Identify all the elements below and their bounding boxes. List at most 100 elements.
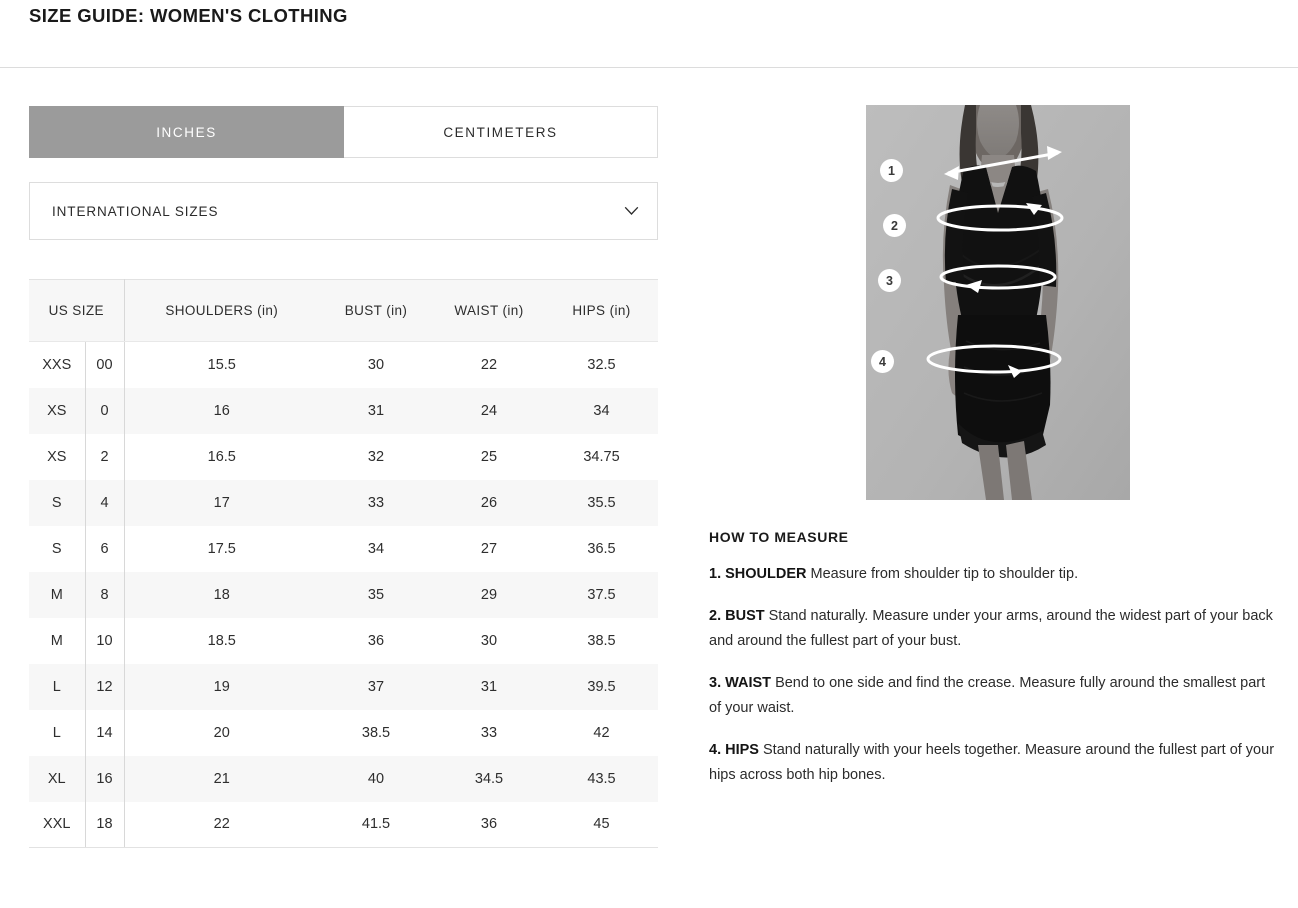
unit-tab-group: INCHES CENTIMETERS — [29, 106, 658, 158]
cell-bust: 41.5 — [319, 801, 433, 848]
cell-size-number: 18 — [85, 801, 125, 848]
table-row: M 8 18 35 29 37.5 — [29, 571, 658, 618]
cell-bust: 34 — [367, 540, 385, 557]
table-row: M 10 18.5 36 30 38.5 — [29, 617, 658, 664]
cell-hips: 34 — [593, 402, 610, 419]
tab-centimeters-label: CENTIMETERS — [443, 124, 558, 140]
cell-size-letter: XXL — [29, 801, 86, 848]
cell-size-number: 8 — [85, 571, 125, 618]
cell-size-letter: XXS — [29, 341, 86, 388]
cell-size-number: 6 — [85, 525, 125, 572]
cell-waist: 31 — [480, 678, 498, 695]
cell-shoulders: 18 — [213, 586, 230, 603]
cell-bust: 30 — [367, 356, 385, 373]
cell-size-number: 16 — [85, 755, 125, 802]
cell-size-letter: S — [29, 479, 86, 526]
size-system-selected-value: INTERNATIONAL SIZES — [52, 203, 219, 219]
measure-instruction: 1. SHOULDER Measure from shoulder tip to… — [709, 562, 1279, 587]
cell-hips: 36.5 — [587, 540, 616, 557]
cell-bust: 31 — [367, 402, 385, 419]
col-header-bust: BUST (in) — [319, 279, 433, 342]
chevron-down-icon — [623, 203, 639, 219]
cell-waist: 25 — [480, 448, 498, 465]
measure-instruction: 2. BUST Stand naturally. Measure under y… — [709, 604, 1279, 654]
cell-size-letter: L — [29, 663, 86, 710]
measure-marker-4: 4 — [871, 350, 894, 373]
cell-hips: 43.5 — [587, 770, 616, 787]
table-row: XS 0 16 31 24 34 — [29, 387, 658, 434]
measure-marker-1: 1 — [880, 159, 903, 182]
size-table-panel: INCHES CENTIMETERS INTERNATIONAL SIZES U… — [29, 106, 658, 848]
measure-marker-2: 2 — [883, 214, 906, 237]
cell-bust: 33 — [367, 494, 385, 511]
table-row: XS 2 16.5 32 25 34.75 — [29, 433, 658, 480]
cell-size-letter: L — [29, 709, 86, 756]
measure-marker-3: 3 — [878, 269, 901, 292]
cell-hips: 35.5 — [587, 494, 616, 511]
measure-step-label: 2. BUST — [709, 608, 765, 624]
cell-waist: 22 — [480, 356, 498, 373]
cell-size-letter: XS — [29, 387, 86, 434]
cell-shoulders: 22 — [124, 801, 319, 848]
page-title: SIZE GUIDE: WOMEN'S CLOTHING — [29, 5, 348, 26]
cell-size-number: 10 — [85, 617, 125, 664]
cell-size-letter: M — [29, 617, 86, 664]
table-row: S 4 17 33 26 35.5 — [29, 479, 658, 526]
cell-hips: 34.75 — [583, 448, 620, 465]
cell-bust: 35 — [367, 586, 385, 603]
cell-waist: 26 — [480, 494, 498, 511]
cell-size-number: 12 — [85, 663, 125, 710]
table-row: XXL 18 22 41.5 36 45 — [29, 801, 658, 848]
cell-shoulders: 16.5 — [207, 448, 236, 465]
measure-instruction: 4. HIPS Stand naturally with your heels … — [709, 738, 1279, 788]
tab-inches[interactable]: INCHES — [29, 106, 344, 158]
cell-size-number: 4 — [85, 479, 125, 526]
size-chart-table: US SIZE SHOULDERS (in) BUST (in) WAIST (… — [29, 279, 658, 848]
table-row: L 14 20 38.5 33 42 — [29, 709, 658, 756]
col-header-waist: WAIST (in) — [433, 279, 545, 342]
tab-centimeters[interactable]: CENTIMETERS — [344, 106, 658, 158]
cell-size-number: 00 — [85, 341, 125, 388]
cell-size-letter: S — [29, 525, 86, 572]
cell-hips: 38.5 — [587, 632, 616, 649]
title-divider — [0, 67, 1298, 68]
cell-hips: 37.5 — [587, 586, 616, 603]
how-to-measure-list: 1. SHOULDER Measure from shoulder tip to… — [709, 562, 1279, 788]
tab-inches-label: INCHES — [156, 124, 217, 140]
cell-waist: 29 — [480, 586, 498, 603]
cell-bust: 38.5 — [361, 724, 391, 741]
cell-bust: 36 — [367, 632, 385, 649]
measure-step-label: 4. HIPS — [709, 742, 759, 758]
cell-size-number: 2 — [85, 433, 125, 480]
cell-size-letter: M — [29, 571, 86, 618]
measure-instruction: 3. WAIST Bend to one side and find the c… — [709, 671, 1279, 721]
table-header-row: US SIZE SHOULDERS (in) BUST (in) WAIST (… — [29, 279, 658, 342]
cell-size-number: 0 — [85, 387, 125, 434]
col-header-hips: HIPS (in) — [545, 279, 658, 342]
cell-shoulders: 17 — [213, 494, 230, 511]
model-illustration — [866, 105, 1130, 500]
cell-hips: 39.5 — [587, 678, 616, 695]
measure-step-text: Stand naturally with your heels together… — [709, 742, 1275, 783]
measure-step-text: Measure from shoulder tip to shoulder ti… — [806, 566, 1079, 582]
size-system-dropdown[interactable]: INTERNATIONAL SIZES — [29, 182, 658, 240]
measure-step-text: Stand naturally. Measure under your arms… — [709, 608, 1273, 649]
cell-shoulders: 20 — [213, 724, 230, 741]
cell-waist: 24 — [480, 402, 498, 419]
cell-shoulders: 16 — [213, 402, 230, 419]
cell-bust: 40 — [367, 770, 385, 787]
cell-size-number: 14 — [85, 709, 125, 756]
cell-shoulders: 19 — [213, 678, 230, 695]
cell-bust: 37 — [367, 678, 385, 695]
table-body: XXS 00 15.5 30 22 32.5 XS 0 16 31 24 34 XS 2 16.5 32 25 3… — [29, 341, 658, 848]
cell-shoulders: 21 — [213, 770, 230, 787]
cell-shoulders: 17.5 — [207, 540, 236, 557]
cell-waist: 33 — [480, 724, 498, 741]
table-row: XXS 00 15.5 30 22 32.5 — [29, 341, 658, 388]
cell-hips: 32.5 — [587, 356, 616, 373]
cell-hips: 42 — [593, 724, 610, 741]
cell-hips: 45 — [545, 801, 658, 848]
cell-size-letter: XS — [29, 433, 86, 480]
cell-waist: 36 — [433, 801, 545, 848]
cell-shoulders: 18.5 — [207, 632, 236, 649]
